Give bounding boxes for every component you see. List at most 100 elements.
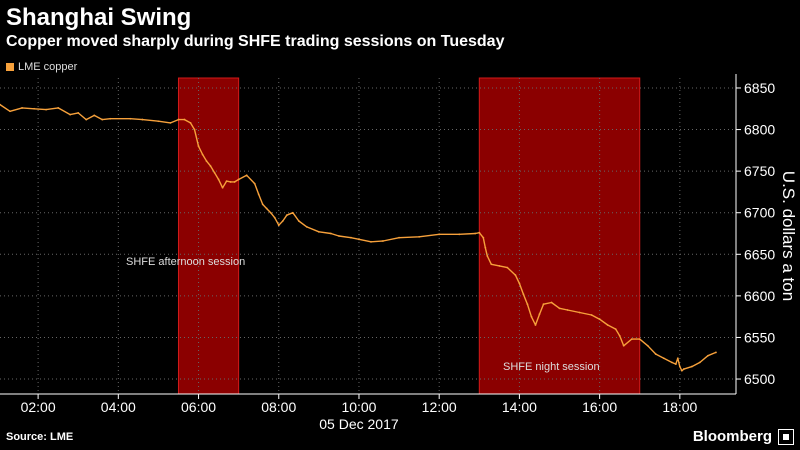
data-point [109,117,112,120]
data-point [21,107,23,109]
region-label-afternoon: SHFE afternoon session [126,256,245,268]
data-point [699,361,701,364]
data-point [526,303,529,306]
x-tick-label-8: 18:00 [662,399,697,415]
x-tick-label-2: 06:00 [181,399,216,415]
data-point [606,324,609,326]
data-point [680,369,683,372]
data-point [157,120,160,123]
data-point [438,233,441,236]
data-point [482,236,485,239]
x-tick-label-7: 16:00 [582,399,617,415]
data-point [646,344,649,347]
data-point [490,263,493,266]
data-point [630,338,633,341]
y-tick-label-0: 6500 [744,371,775,387]
data-point [93,114,96,117]
data-point [458,233,461,236]
legend: LME copper [6,61,77,73]
data-point [358,238,360,241]
data-point [566,309,569,311]
data-point [707,354,709,357]
x-tick-label-3: 08:00 [261,399,296,415]
x-tick-label-6: 14:00 [502,399,537,415]
data-point [418,235,421,238]
data-point [578,311,581,314]
data-point [85,118,88,121]
data-point [614,328,617,331]
data-point [261,203,264,206]
data-point [297,220,300,222]
data-point [189,122,192,124]
data-point [291,211,294,214]
data-point [506,266,509,269]
data-point [129,117,132,120]
data-point [370,240,372,243]
y-tick-label-3: 6650 [744,246,775,262]
x-tick-label-5: 12:00 [422,399,457,415]
data-point [209,165,212,168]
data-point [682,368,685,370]
data-point [514,274,517,276]
data-point [269,211,272,214]
data-point [329,232,332,235]
data-point [350,236,352,239]
data-point [590,314,593,316]
y-axis-label: U.S. dollars a ton [779,171,798,301]
legend-swatch [6,63,14,71]
data-point [530,315,533,318]
data-point [33,107,35,110]
data-point [550,301,553,304]
x-axis-label: 05 Dec 2017 [319,416,399,432]
data-point [317,230,320,233]
data-point [197,145,200,148]
data-point [265,207,268,210]
y-tick-label-1: 6550 [744,329,775,345]
data-point [478,231,481,234]
data-point [338,235,340,237]
data-point [253,182,256,185]
shaded-region-2 [478,77,641,395]
data-point [285,214,288,217]
data-point [382,240,384,242]
data-point [558,307,561,310]
data-point [45,108,48,111]
data-point [474,232,477,235]
data-point [201,153,204,156]
shaded-regions [177,77,641,395]
chart-subtitle: Copper moved sharply during SHFE trading… [6,33,505,50]
data-point [715,351,717,354]
data-point [69,113,72,116]
y-tick-label-7: 6850 [744,80,775,96]
data-point [177,118,180,121]
data-point [622,344,625,347]
axes: 6500 6550 6600 6650 6700 6750 6800 6850 02:00 04:… [0,74,798,432]
data-point [257,193,260,196]
data-point [205,160,208,163]
data-point [0,103,1,106]
data-point [305,225,308,228]
data-point [225,180,228,183]
data-point [217,178,220,181]
data-point [538,313,541,316]
data-point [277,224,280,227]
data-point [183,118,186,121]
gridlines [0,78,736,394]
shaded-region-1 [177,77,240,395]
data-point [534,324,537,326]
source-note: Source: LME [6,431,74,443]
data-point [77,112,80,114]
y-tick-label-2: 6600 [744,288,775,304]
y-tick-label-6: 6800 [744,122,775,138]
data-point [654,353,657,355]
expand-icon[interactable] [778,428,794,445]
data-point [193,128,196,131]
x-tick-label-4: 10:00 [341,399,376,415]
data-point [518,282,521,285]
data-point [486,255,489,257]
data-point [542,303,545,306]
legend-label: LME copper [18,61,78,73]
data-point [213,171,216,174]
region-labels: SHFE afternoon session SHFE night session [126,256,600,373]
